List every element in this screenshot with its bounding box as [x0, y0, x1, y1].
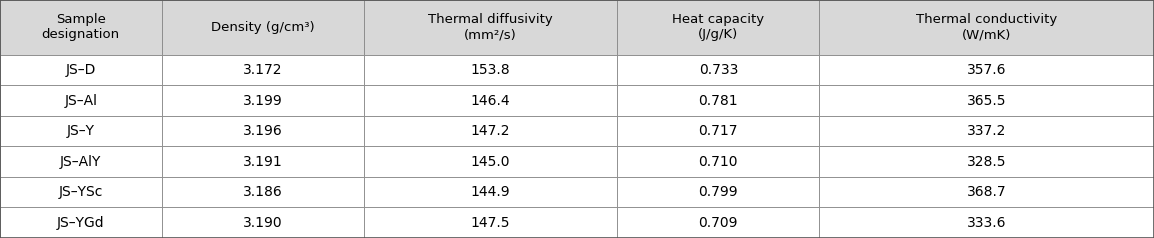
Bar [364, 177, 617, 208]
Bar [617, 0, 819, 55]
Text: JS–Al: JS–Al [65, 94, 97, 108]
Bar [617, 177, 819, 208]
Text: Heat capacity
(J/g/K): Heat capacity (J/g/K) [673, 14, 764, 41]
Bar [364, 146, 617, 177]
Bar [162, 146, 364, 177]
Bar [162, 0, 364, 55]
Bar [0, 208, 162, 238]
Bar [819, 146, 1154, 177]
Text: 333.6: 333.6 [967, 216, 1006, 230]
Text: 3.190: 3.190 [242, 216, 283, 230]
Text: 3.186: 3.186 [242, 185, 283, 199]
Bar [617, 116, 819, 146]
Bar [364, 116, 617, 146]
Bar [819, 85, 1154, 116]
Bar [162, 208, 364, 238]
Bar [364, 55, 617, 85]
Text: 0.717: 0.717 [698, 124, 739, 138]
Bar [0, 177, 162, 208]
Text: Thermal conductivity
(W/mK): Thermal conductivity (W/mK) [916, 14, 1057, 41]
Bar [364, 0, 617, 55]
Text: 328.5: 328.5 [967, 155, 1006, 169]
Text: Thermal diffusivity
(mm²/s): Thermal diffusivity (mm²/s) [428, 14, 553, 41]
Text: 365.5: 365.5 [967, 94, 1006, 108]
Bar [617, 208, 819, 238]
Text: JS–YSc: JS–YSc [59, 185, 103, 199]
Text: Density (g/cm³): Density (g/cm³) [211, 21, 314, 34]
Text: JS–AlY: JS–AlY [60, 155, 102, 169]
Text: 368.7: 368.7 [967, 185, 1006, 199]
Text: 3.191: 3.191 [242, 155, 283, 169]
Text: 0.709: 0.709 [698, 216, 739, 230]
Text: 0.799: 0.799 [698, 185, 739, 199]
Bar [364, 208, 617, 238]
Text: Sample
designation: Sample designation [42, 14, 120, 41]
Bar [617, 85, 819, 116]
Text: 0.733: 0.733 [698, 63, 739, 77]
Bar [0, 146, 162, 177]
Bar [819, 116, 1154, 146]
Bar [0, 85, 162, 116]
Text: 0.710: 0.710 [698, 155, 739, 169]
Bar [819, 0, 1154, 55]
Text: 146.4: 146.4 [471, 94, 510, 108]
Bar [162, 177, 364, 208]
Text: JS–D: JS–D [66, 63, 96, 77]
Bar [0, 55, 162, 85]
Text: JS–Y: JS–Y [67, 124, 95, 138]
Text: 3.196: 3.196 [242, 124, 283, 138]
Text: 357.6: 357.6 [967, 63, 1006, 77]
Text: 3.172: 3.172 [242, 63, 283, 77]
Bar [162, 85, 364, 116]
Bar [617, 146, 819, 177]
Text: 144.9: 144.9 [471, 185, 510, 199]
Text: 147.2: 147.2 [471, 124, 510, 138]
Bar [617, 55, 819, 85]
Bar [162, 55, 364, 85]
Bar [819, 55, 1154, 85]
Text: 0.781: 0.781 [698, 94, 739, 108]
Bar [364, 85, 617, 116]
Bar [819, 208, 1154, 238]
Bar [819, 177, 1154, 208]
Text: 3.199: 3.199 [242, 94, 283, 108]
Text: 147.5: 147.5 [471, 216, 510, 230]
Text: 145.0: 145.0 [471, 155, 510, 169]
Bar [162, 116, 364, 146]
Bar [0, 116, 162, 146]
Text: 337.2: 337.2 [967, 124, 1006, 138]
Text: JS–YGd: JS–YGd [57, 216, 105, 230]
Bar [0, 0, 162, 55]
Text: 153.8: 153.8 [471, 63, 510, 77]
